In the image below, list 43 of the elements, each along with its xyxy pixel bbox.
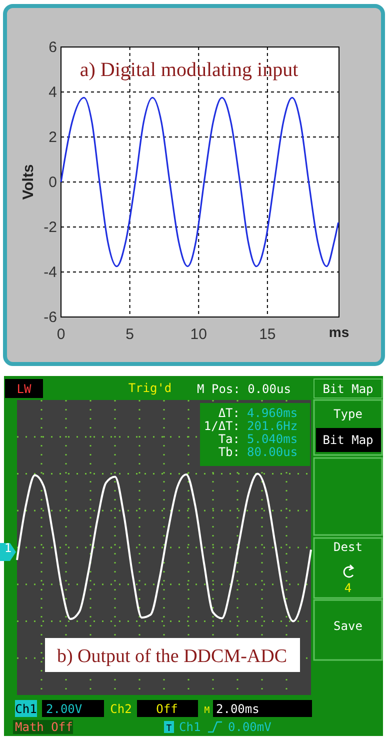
text: 4.960ms <box>247 406 298 420</box>
text: LW <box>16 382 32 396</box>
text: 4 <box>344 581 352 595</box>
y-tick-label: -4 <box>44 264 57 281</box>
x-tick-label: 10 <box>190 326 207 343</box>
text: ΔT: <box>218 406 240 420</box>
text: 2.00ms <box>216 702 260 716</box>
text: Ch2 <box>110 702 132 716</box>
text: Ch1 <box>15 702 37 716</box>
text: Bit Map <box>322 382 374 396</box>
text: T <box>166 724 172 734</box>
text: 0.00mV <box>228 720 272 734</box>
text: Math Off <box>15 720 73 734</box>
text: Ch1 <box>179 720 201 734</box>
text: 1 <box>4 541 12 555</box>
text: 5.040ms <box>247 432 298 446</box>
y-tick-label: 4 <box>48 84 57 101</box>
text: Bit Map <box>322 433 374 447</box>
text: 1/ΔT: <box>204 419 240 433</box>
text: M Pos: 0.00us <box>197 382 291 396</box>
text: Trig'd <box>128 381 172 395</box>
x-tick-label: 5 <box>126 326 134 343</box>
text: Ta: <box>218 432 240 446</box>
text: 2.00V <box>46 702 82 716</box>
y-tick-label: 6 <box>48 39 57 56</box>
text: Tb: <box>218 445 240 459</box>
text: a) Digital modulating input <box>80 59 299 81</box>
text: 80.00us <box>247 445 298 459</box>
text: Type <box>334 407 362 421</box>
y-tick-label: -6 <box>44 309 57 326</box>
y-axis-title: Volts <box>20 164 37 200</box>
text: Dest <box>334 540 362 554</box>
text: Save <box>334 619 362 633</box>
text: b) Output of the DDCM-ADC <box>56 646 288 667</box>
y-tick-label: -2 <box>44 219 57 236</box>
line-series <box>60 96 340 268</box>
text: M <box>204 706 210 716</box>
y-tick-label: 0 <box>48 174 57 191</box>
x-tick-label: 15 <box>259 326 276 343</box>
text: 201.6Hz <box>247 419 298 433</box>
x-axis-title: ms <box>328 324 350 340</box>
y-tick-label: 2 <box>48 129 57 146</box>
text: Off <box>156 702 178 716</box>
